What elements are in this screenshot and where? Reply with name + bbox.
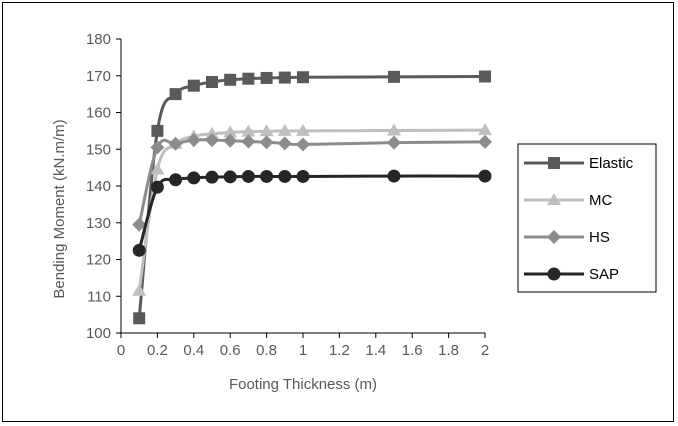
series-elastic (133, 70, 491, 324)
data-point (224, 170, 237, 183)
x-tick-label: 0.2 (147, 342, 168, 359)
y-tick-label: 160 (86, 105, 111, 122)
data-point (206, 76, 218, 88)
data-point (478, 135, 492, 149)
y-tick-label: 150 (86, 141, 111, 158)
x-tick-label: 1 (299, 342, 307, 359)
data-point (261, 72, 273, 84)
data-point (388, 71, 400, 83)
data-point (170, 88, 182, 100)
series-sap (133, 170, 492, 257)
y-tick-label: 180 (86, 31, 111, 48)
data-point (151, 125, 163, 137)
y-tick-label: 120 (86, 252, 111, 269)
series-line (139, 130, 485, 291)
legend-label: MC (589, 192, 612, 209)
data-point (241, 135, 255, 149)
x-tick-label: 0.4 (183, 342, 204, 359)
y-axis-title: Bending Moment (kN.m/m) (51, 119, 68, 298)
data-point (479, 70, 491, 82)
data-point (206, 171, 219, 184)
y-tick-label: 140 (86, 178, 111, 195)
x-tick-label: 2 (481, 342, 489, 359)
data-point (388, 170, 401, 183)
data-point (151, 181, 164, 194)
y-tick-label: 170 (86, 68, 111, 85)
data-point (278, 136, 292, 150)
data-point (479, 170, 492, 183)
data-point (133, 244, 146, 257)
data-point (188, 80, 200, 92)
data-point (187, 171, 200, 184)
x-tick-label: 1.8 (438, 342, 459, 359)
legend: Elastic MC HS SAP (518, 144, 656, 292)
x-tick-label: 0.6 (220, 342, 241, 359)
x-tick-label: 1.6 (402, 342, 423, 359)
y-tick-label: 100 (86, 325, 111, 342)
data-point (169, 173, 182, 186)
y-tick-label: 110 (87, 288, 111, 305)
series-layer (132, 70, 492, 324)
series-mc (132, 123, 492, 296)
y-tick-label: 130 (86, 215, 111, 232)
legend-box (518, 144, 656, 292)
x-axis-title: Footing Thickness (m) (229, 376, 377, 393)
series-line (139, 176, 485, 250)
series-line (139, 76, 485, 318)
data-point (242, 170, 255, 183)
x-tick-label: 0 (117, 342, 125, 359)
data-point (133, 312, 145, 324)
data-point (297, 71, 309, 83)
data-point (224, 74, 236, 86)
legend-label: HS (589, 229, 610, 246)
data-point (260, 135, 274, 149)
x-tick-label: 1.4 (365, 342, 386, 359)
data-point (297, 170, 310, 183)
data-point (279, 72, 291, 84)
data-point (278, 170, 291, 183)
legend-label: Elastic (589, 155, 634, 172)
data-point (132, 284, 146, 296)
data-point (242, 73, 254, 85)
series-hs (132, 133, 492, 232)
x-tick-label: 1.2 (329, 342, 350, 359)
data-point (296, 137, 310, 151)
data-point (387, 136, 401, 150)
legend-label: SAP (589, 266, 619, 283)
x-tick-label: 0.8 (256, 342, 277, 359)
legend-marker (548, 157, 560, 169)
data-point (260, 170, 273, 183)
legend-marker (548, 268, 561, 281)
